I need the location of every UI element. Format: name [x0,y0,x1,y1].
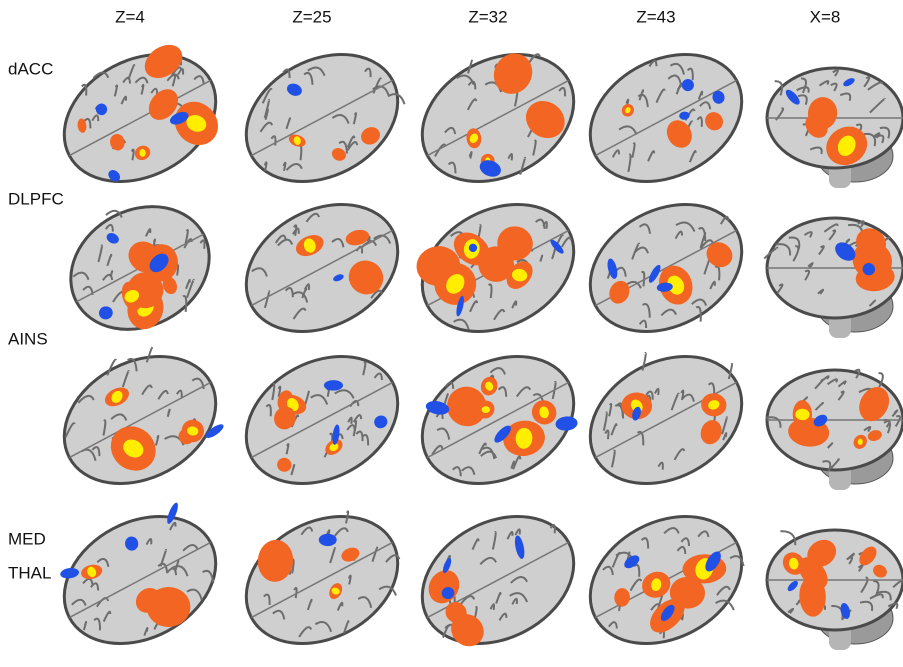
brain-slice [400,331,596,509]
row-label: DLPFC [8,189,64,208]
cortex [224,491,420,667]
brain-slice [568,179,766,362]
figure: Z=4 Z=25 Z=32 Z=43 X=8 dACC DLPFC AINS MED THAL [0,0,903,667]
column-header: Z=43 [636,7,675,26]
row-label: AINS [8,329,48,348]
row-label: dACC [8,59,53,78]
cortex [400,491,596,667]
column-header: Z=32 [468,7,507,26]
brain-slice [767,530,903,650]
brain-slice [766,370,903,490]
brain-slice [223,28,419,207]
column-header: Z=4 [115,7,145,26]
row-label: MED [8,529,46,548]
brain-slice [47,178,235,360]
brain-slice [220,484,420,667]
brain-slice [39,325,238,509]
brain-slice [764,218,903,338]
column-header: Z=25 [292,7,331,26]
brain-slice [563,320,768,509]
row-label: THAL [8,563,51,582]
brain-slice [400,491,596,667]
brain-slice [42,29,238,208]
brain-slice [224,331,420,509]
brain-slice [398,25,597,209]
activation-negative [319,534,337,546]
page: {"columns": ["Z=4", "Z=25", "Z=32", "Z=4… [0,0,903,667]
cortex [42,491,238,667]
brain-slice [400,179,596,357]
brain-slice [568,491,764,667]
brain-slice [767,68,903,188]
brain-slice [224,179,420,357]
activation-negative [324,380,343,390]
column-header: X=8 [810,7,841,26]
brain-slice [568,29,764,207]
brain-slice [42,491,241,667]
